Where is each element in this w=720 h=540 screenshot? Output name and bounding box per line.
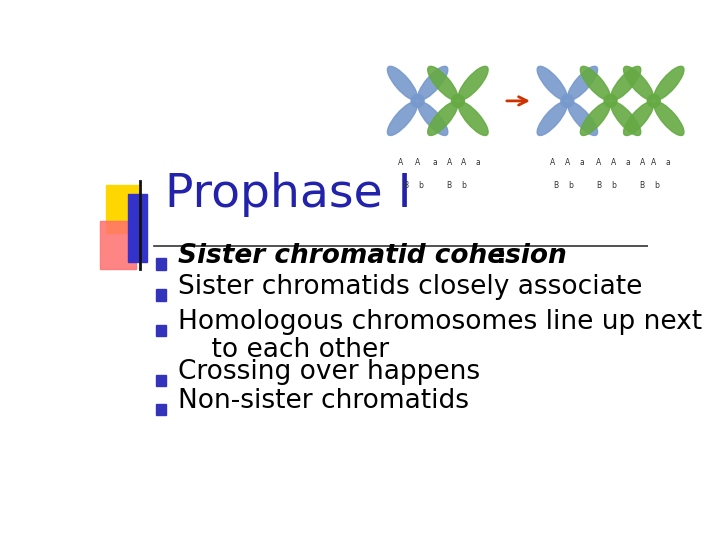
Text: a: a [476,158,480,167]
Circle shape [604,94,617,107]
Text: A: A [397,158,403,167]
Bar [100,221,136,268]
Ellipse shape [611,66,641,100]
Circle shape [451,94,464,107]
Bar [106,185,139,233]
Ellipse shape [428,66,458,100]
Text: :: : [496,242,507,268]
Text: Homologous chromosomes line up next: Homologous chromosomes line up next [178,309,702,335]
Text: A: A [596,158,602,167]
Ellipse shape [387,102,418,136]
Text: A: A [564,158,570,167]
Ellipse shape [624,66,654,100]
Text: b: b [654,181,659,190]
Text: a: a [666,158,670,167]
Text: A: A [611,158,616,167]
Text: B: B [403,181,409,190]
Ellipse shape [654,66,684,100]
Text: a: a [433,158,437,167]
Text: B: B [446,181,452,190]
Ellipse shape [458,66,488,100]
Bar [156,375,166,386]
Ellipse shape [580,102,611,136]
Ellipse shape [458,102,488,136]
Text: B: B [596,181,602,190]
Bar [156,258,166,270]
Bar [128,194,148,262]
Circle shape [647,94,660,107]
Ellipse shape [611,102,641,136]
Text: a: a [626,158,630,167]
Text: Sister chromatid cohesion: Sister chromatid cohesion [178,242,567,268]
Text: A: A [461,158,467,167]
Text: Crossing over happens: Crossing over happens [178,359,480,385]
Text: A: A [446,158,452,167]
Ellipse shape [580,66,611,100]
Text: A: A [651,158,657,167]
Ellipse shape [654,102,684,136]
Text: a: a [580,158,584,167]
Ellipse shape [537,102,567,136]
Text: to each other: to each other [178,338,390,363]
Text: B: B [553,181,559,190]
Text: b: b [418,181,423,190]
Text: Non-sister chromatids: Non-sister chromatids [178,388,469,414]
Ellipse shape [428,102,458,136]
Bar [156,325,166,336]
Text: b: b [568,181,572,190]
Ellipse shape [624,102,654,136]
Ellipse shape [537,66,567,100]
Bar [156,404,166,415]
Ellipse shape [567,102,598,136]
Text: Prophase I: Prophase I [166,172,412,217]
Text: A: A [415,158,420,167]
Text: A: A [550,158,556,167]
Circle shape [561,94,574,107]
Ellipse shape [567,66,598,100]
Text: b: b [611,181,616,190]
Text: B: B [639,181,645,190]
Ellipse shape [387,66,418,100]
Bar [156,289,166,301]
Ellipse shape [418,66,448,100]
Ellipse shape [418,102,448,136]
Text: A: A [639,158,645,167]
Text: Sister chromatids closely associate: Sister chromatids closely associate [178,274,642,300]
Circle shape [411,94,424,107]
Text: b: b [462,181,466,190]
